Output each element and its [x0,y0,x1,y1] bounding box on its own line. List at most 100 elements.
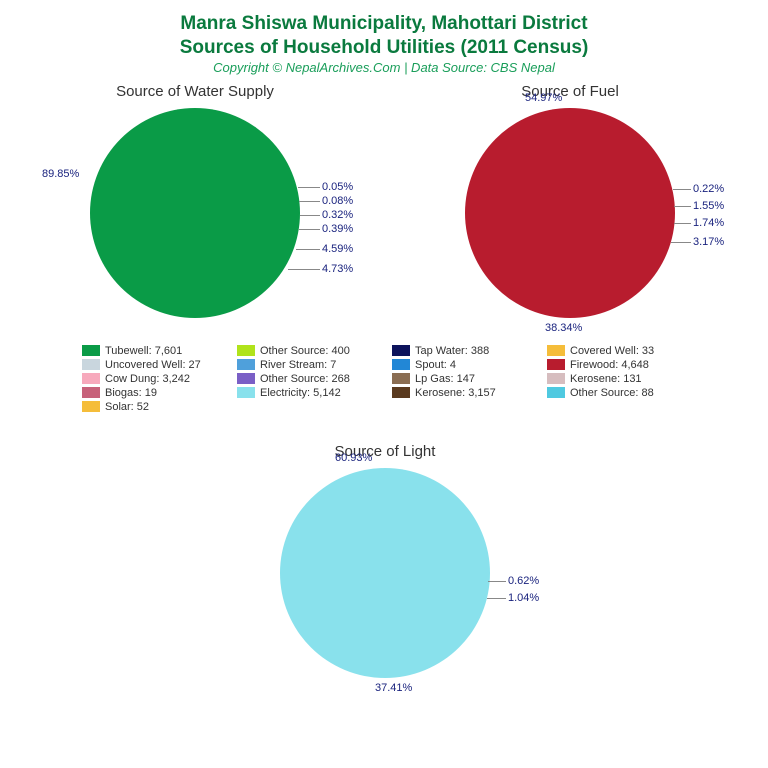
legend-item: Spout: 4 [392,359,529,371]
legend-swatch [82,345,100,356]
legend-text: Spout: 4 [415,359,456,371]
legend-row: Cow Dung: 3,242 Other Source: 268 Lp Gas: … [82,373,702,385]
water-chart-title: Source of Water Supply [45,83,345,100]
pct-label: 0.08% [322,195,353,207]
fuel-pie [465,108,675,318]
leader-line [673,189,691,190]
leader-line [674,223,691,224]
legend-row: Solar: 52 [82,401,702,413]
pct-label: 0.62% [508,575,539,587]
legend-swatch [237,387,255,398]
legend-text: Other Source: 268 [260,373,350,385]
main-title-line1: Manra Shiswa Municipality, Mahottari Dis… [0,12,768,36]
legend-swatch [237,373,255,384]
legend-item: Lp Gas: 147 [392,373,529,385]
leader-line [674,206,691,207]
legend-item: Kerosene: 3,157 [392,387,529,399]
legend-swatch [237,359,255,370]
pct-label: 60.93% [335,452,372,464]
main-title-line2: Sources of Household Utilities (2011 Cen… [0,36,768,60]
leader-line [296,249,320,250]
legend-text: Biogas: 19 [105,387,157,399]
pct-label: 0.32% [322,209,353,221]
legend-swatch [237,345,255,356]
fuel-chart-title: Source of Fuel [420,83,720,100]
legend-text: Kerosene: 131 [570,373,642,385]
legend-text: Solar: 52 [105,401,149,413]
legend-item: Cow Dung: 3,242 [82,373,219,385]
water-pie-wrap: 89.85%0.05%0.08%0.32%0.39%4.59%4.73% [90,108,300,318]
pct-label: 3.17% [693,236,724,248]
legend-item: River Stream: 7 [237,359,374,371]
pct-label: 0.05% [322,181,353,193]
pct-label: 89.85% [42,168,79,180]
legend-item: Tap Water: 388 [392,345,529,357]
leader-line [298,187,320,188]
pct-label: 1.55% [693,200,724,212]
pct-label: 4.73% [322,263,353,275]
legend-item: Covered Well: 33 [547,345,684,357]
water-chart-block: Source of Water Supply 89.85%0.05%0.08%0… [45,83,345,318]
legend-text: Tap Water: 388 [415,345,489,357]
leader-line [299,229,320,230]
legend-item: Other Source: 88 [547,387,684,399]
legend-text: Lp Gas: 147 [415,373,475,385]
legend-item: Biogas: 19 [82,387,219,399]
legend-text: Uncovered Well: 27 [105,359,201,371]
legend-text: River Stream: 7 [260,359,336,371]
pct-label: 4.59% [322,243,353,255]
legend-text: Electricity: 5,142 [260,387,341,399]
legend-item: Firewood: 4,648 [547,359,684,371]
legend-swatch [392,373,410,384]
legend-swatch [547,359,565,370]
pct-label: 37.41% [375,682,412,694]
pct-label: 38.34% [545,322,582,334]
leader-line [299,201,320,202]
legend-text: Covered Well: 33 [570,345,654,357]
legend-item: Electricity: 5,142 [237,387,374,399]
legend-swatch [392,345,410,356]
legend-item: Kerosene: 131 [547,373,684,385]
subtitle: Copyright © NepalArchives.Com | Data Sou… [0,60,768,75]
pct-label: 0.39% [322,223,353,235]
title-block: Manra Shiswa Municipality, Mahottari Dis… [0,0,768,75]
light-chart-title: Source of Light [235,443,535,460]
legend-text: Cow Dung: 3,242 [105,373,190,385]
legend-swatch [547,373,565,384]
fuel-chart-block: Source of Fuel 54.97%0.22%1.55%1.74%3.17… [420,83,720,318]
legend-item: Other Source: 268 [237,373,374,385]
pct-label: 1.04% [508,592,539,604]
legend: Tubewell: 7,601 Other Source: 400 Tap Wate… [82,345,702,415]
legend-item: Uncovered Well: 27 [82,359,219,371]
legend-text: Other Source: 88 [570,387,654,399]
legend-swatch [82,373,100,384]
light-chart-block: Source of Light 60.93%0.62%1.04%37.41% [235,443,535,678]
leader-line [288,269,320,270]
water-pie [90,108,300,318]
light-pie [280,468,490,678]
legend-item: Solar: 52 [82,401,232,413]
legend-text: Tubewell: 7,601 [105,345,182,357]
leader-line [487,598,506,599]
leader-line [671,242,691,243]
legend-swatch [547,387,565,398]
leader-line [300,215,320,216]
legend-text: Firewood: 4,648 [570,359,649,371]
legend-text: Other Source: 400 [260,345,350,357]
legend-item: Other Source: 400 [237,345,374,357]
pct-label: 54.97% [525,92,562,104]
legend-row: Biogas: 19 Electricity: 5,142 Kerosene: 3,… [82,387,702,399]
legend-item: Tubewell: 7,601 [82,345,219,357]
pct-label: 1.74% [693,217,724,229]
legend-text: Kerosene: 3,157 [415,387,496,399]
legend-row: Tubewell: 7,601 Other Source: 400 Tap Wate… [82,345,702,357]
legend-swatch [82,387,100,398]
legend-swatch [82,359,100,370]
legend-swatch [392,387,410,398]
legend-swatch [82,401,100,412]
legend-row: Uncovered Well: 27 River Stream: 7 Spout: … [82,359,702,371]
pct-label: 0.22% [693,183,724,195]
light-pie-wrap: 60.93%0.62%1.04%37.41% [280,468,490,678]
legend-swatch [547,345,565,356]
legend-swatch [392,359,410,370]
